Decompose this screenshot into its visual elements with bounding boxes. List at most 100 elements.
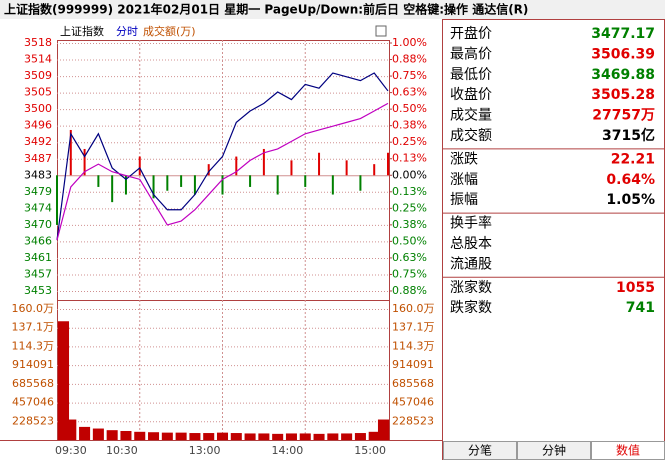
- y2-tick-label: 0.50%: [392, 234, 427, 247]
- volume-bar: [58, 321, 70, 440]
- x-tick-label: 09:30: [55, 444, 87, 457]
- quote-label: 收盘价: [450, 86, 492, 103]
- volume-bar: [175, 432, 187, 440]
- y-tick-label: 114.3万: [12, 339, 55, 352]
- y-tick-label: 228523: [12, 414, 54, 427]
- quote-label: 最低价: [450, 67, 492, 83]
- price-line: [56, 102, 389, 241]
- y2-tick-label: 0.50%: [392, 102, 427, 115]
- y2-tick-label: 0.75%: [392, 69, 427, 82]
- volume-bar: [354, 433, 366, 440]
- y2-tick-label: 0.88%: [392, 53, 427, 66]
- volume-bar: [203, 433, 215, 440]
- y-tick-label: 3518: [24, 36, 52, 49]
- volume-bar: [65, 419, 77, 440]
- y2-tick-label: 0.88%: [392, 284, 427, 297]
- quote-label: 涨幅: [450, 172, 478, 188]
- window-title: 上证指数(999999) 2021年02月01日 星期一 PageUp/Down…: [4, 2, 528, 17]
- volume-bar: [148, 432, 160, 440]
- quote-value: 1.05%: [606, 192, 655, 208]
- quote-panel: 开盘价 3477.17 最高价 3506.39 最低价 3469.88 收盘价 3505.28…: [443, 25, 665, 316]
- quote-value: 3477.17: [591, 26, 655, 42]
- y2-tick-label: 0.25%: [392, 135, 427, 148]
- y2-tick-label: 0.13%: [392, 185, 427, 198]
- volume-bar: [244, 433, 256, 440]
- y2-tick-label: 160.0万: [392, 302, 435, 315]
- y-tick-label: 3474: [24, 201, 52, 214]
- y2-tick-label: 0.38%: [392, 119, 427, 132]
- y2-tick-label: 0.75%: [392, 267, 427, 280]
- y2-tick-label: 0.63%: [392, 86, 427, 99]
- header-label: 上证指数: [60, 24, 104, 38]
- quote-value: 27757万: [592, 108, 655, 124]
- title-bar: [0, 0, 665, 19]
- y-tick-label: 3509: [24, 69, 52, 82]
- volume-bar: [299, 433, 311, 440]
- y2-tick-label: 457046: [392, 396, 434, 409]
- quote-label: 最高价: [450, 45, 492, 62]
- y-tick-label: 3496: [24, 119, 52, 132]
- quote-label: 开盘价: [450, 25, 492, 42]
- y-tick-label: 914091: [12, 358, 54, 371]
- y2-tick-label: 0.13%: [392, 152, 427, 165]
- tab-label[interactable]: 分钟: [542, 443, 566, 458]
- quote-label: 涨家数: [450, 279, 492, 296]
- volume-bar: [106, 430, 118, 440]
- x-tick-label: 10:30: [106, 444, 138, 457]
- volume-bar: [216, 432, 229, 440]
- header-label[interactable]: 成交额(万): [143, 24, 196, 38]
- volume-bar: [272, 433, 284, 440]
- x-tick-label: 14:00: [272, 444, 304, 457]
- volume-bar: [313, 433, 325, 440]
- header-label[interactable]: 分时: [116, 25, 138, 38]
- quote-label: 流通股: [450, 256, 492, 272]
- settings-icon[interactable]: [375, 25, 387, 37]
- y2-tick-label: 137.1万: [392, 321, 435, 334]
- volume-bar: [92, 428, 104, 440]
- quote-value: 3505.28: [591, 87, 655, 103]
- y-tick-label: 3514: [24, 53, 52, 66]
- volume-bar: [341, 433, 353, 440]
- volume-bar: [120, 430, 132, 440]
- quote-value: 741: [626, 300, 655, 316]
- y-tick-label: 3461: [24, 251, 52, 264]
- quote-label: 换手率: [450, 215, 492, 232]
- quote-value: 3469.88: [591, 67, 655, 83]
- volume-bar: [377, 419, 389, 440]
- y-tick-label: 685568: [12, 377, 54, 390]
- y-tick-label: 3487: [24, 152, 52, 165]
- x-tick-label: 13:00: [189, 444, 221, 457]
- tab-label[interactable]: 数值: [616, 443, 640, 458]
- volume-bar: [368, 431, 380, 440]
- volume-bar: [285, 433, 297, 440]
- y-tick-label: 3466: [24, 234, 52, 247]
- y2-tick-label: 0.38%: [392, 218, 427, 231]
- y-tick-label: 3479: [24, 185, 52, 198]
- volume-bar: [189, 433, 201, 440]
- quote-value: 1055: [616, 280, 655, 296]
- price-line: [56, 72, 389, 241]
- y-tick-label: 3483: [24, 168, 52, 181]
- volume-bar: [161, 432, 173, 440]
- quote-value: 3715亿: [602, 127, 655, 144]
- y2-tick-label: 685568: [392, 377, 434, 390]
- y-tick-label: 3457: [24, 267, 52, 280]
- tab-label[interactable]: 分笔: [468, 443, 492, 458]
- y2-tick-label: 0.25%: [392, 201, 427, 214]
- quote-label: 涨跌: [450, 151, 478, 167]
- y2-tick-label: 914091: [392, 358, 434, 371]
- y2-tick-label: 0.63%: [392, 251, 427, 264]
- volume-bar: [327, 433, 339, 440]
- volume-bar: [258, 433, 270, 440]
- volume-bar: [134, 431, 146, 440]
- quote-value: 0.64%: [606, 172, 655, 188]
- quote-label: 总股本: [450, 236, 492, 252]
- quote-value: 3506.39: [591, 46, 655, 62]
- y2-tick-label: 228523: [392, 414, 434, 427]
- y-tick-label: 3470: [24, 218, 52, 231]
- y2-tick-label: 114.3万: [392, 339, 435, 352]
- y2-tick-label: 0.00%: [392, 168, 427, 181]
- y-tick-label: 3492: [24, 135, 52, 148]
